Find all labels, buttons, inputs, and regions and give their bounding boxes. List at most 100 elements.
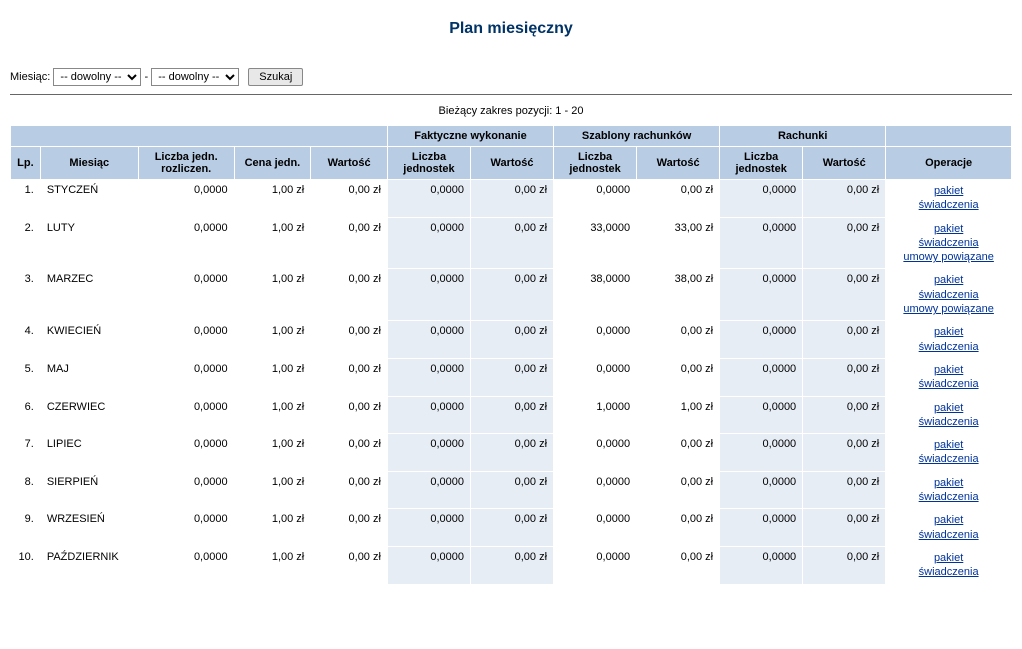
operation-link[interactable]: świadczenia bbox=[892, 528, 1005, 542]
cell-szab-wartosc: 0,00 zł bbox=[637, 546, 720, 584]
cell-rach-liczba: 0,0000 bbox=[720, 358, 803, 396]
operation-link[interactable]: świadczenia bbox=[892, 452, 1005, 466]
cell-szab-liczba: 0,0000 bbox=[554, 434, 637, 472]
cell-cena-jedn: 1,00 zł bbox=[234, 180, 311, 218]
cell-rach-liczba: 0,0000 bbox=[720, 546, 803, 584]
operation-link[interactable]: świadczenia bbox=[892, 415, 1005, 429]
cell-fakt-liczba: 0,0000 bbox=[387, 180, 470, 218]
cell-liczba-jedn-rozliczen: 0,0000 bbox=[138, 269, 234, 321]
cell-szab-wartosc: 0,00 zł bbox=[637, 434, 720, 472]
header-fakt-wartosc: Wartość bbox=[470, 147, 553, 180]
cell-operacje: pakietświadczenia bbox=[886, 358, 1012, 396]
cell-fakt-liczba: 0,0000 bbox=[387, 471, 470, 509]
operation-link[interactable]: pakiet bbox=[892, 476, 1005, 490]
header-blank-ops bbox=[886, 126, 1012, 147]
header-szab-liczba: Liczba jednostek bbox=[554, 147, 637, 180]
operation-link[interactable]: świadczenia bbox=[892, 565, 1005, 579]
header-group-faktyczne: Faktyczne wykonanie bbox=[387, 126, 553, 147]
cell-cena-jedn: 1,00 zł bbox=[234, 321, 311, 359]
operation-link[interactable]: pakiet bbox=[892, 184, 1005, 198]
cell-fakt-wartosc: 0,00 zł bbox=[470, 358, 553, 396]
cell-fakt-liczba: 0,0000 bbox=[387, 358, 470, 396]
cell-rach-liczba: 0,0000 bbox=[720, 471, 803, 509]
header-operacje: Operacje bbox=[886, 147, 1012, 180]
cell-fakt-wartosc: 0,00 zł bbox=[470, 217, 553, 269]
operation-link[interactable]: świadczenia bbox=[892, 288, 1005, 302]
cell-lp: 8. bbox=[11, 471, 41, 509]
cell-cena-jedn: 1,00 zł bbox=[234, 396, 311, 434]
cell-rach-liczba: 0,0000 bbox=[720, 321, 803, 359]
operation-link[interactable]: pakiet bbox=[892, 325, 1005, 339]
cell-szab-liczba: 0,0000 bbox=[554, 180, 637, 218]
cell-fakt-liczba: 0,0000 bbox=[387, 321, 470, 359]
header-group-rachunki: Rachunki bbox=[720, 126, 886, 147]
operation-link[interactable]: pakiet bbox=[892, 273, 1005, 287]
cell-fakt-wartosc: 0,00 zł bbox=[470, 269, 553, 321]
cell-szab-wartosc: 1,00 zł bbox=[637, 396, 720, 434]
header-cena-jedn: Cena jedn. bbox=[234, 147, 311, 180]
operation-link[interactable]: umowy powiązane bbox=[892, 250, 1005, 264]
month-from-select[interactable]: -- dowolny -- bbox=[53, 68, 141, 86]
cell-operacje: pakietświadczenia bbox=[886, 509, 1012, 547]
operation-link[interactable]: świadczenia bbox=[892, 377, 1005, 391]
cell-wartosc: 0,00 zł bbox=[311, 396, 388, 434]
cell-wartosc: 0,00 zł bbox=[311, 546, 388, 584]
cell-szab-wartosc: 0,00 zł bbox=[637, 509, 720, 547]
cell-operacje: pakietświadczenia bbox=[886, 396, 1012, 434]
cell-rach-liczba: 0,0000 bbox=[720, 509, 803, 547]
cell-operacje: pakietświadczenia bbox=[886, 434, 1012, 472]
operation-link[interactable]: pakiet bbox=[892, 438, 1005, 452]
cell-cena-jedn: 1,00 zł bbox=[234, 546, 311, 584]
operation-link[interactable]: pakiet bbox=[892, 551, 1005, 565]
operation-link[interactable]: umowy powiązane bbox=[892, 302, 1005, 316]
operation-link[interactable]: świadczenia bbox=[892, 236, 1005, 250]
cell-rach-wartosc: 0,00 zł bbox=[803, 358, 886, 396]
cell-szab-wartosc: 33,00 zł bbox=[637, 217, 720, 269]
header-lp: Lp. bbox=[11, 147, 41, 180]
cell-wartosc: 0,00 zł bbox=[311, 358, 388, 396]
operation-link[interactable]: pakiet bbox=[892, 513, 1005, 527]
cell-lp: 1. bbox=[11, 180, 41, 218]
cell-month: MARZEC bbox=[40, 269, 138, 321]
operation-link[interactable]: świadczenia bbox=[892, 340, 1005, 354]
cell-szab-liczba: 0,0000 bbox=[554, 546, 637, 584]
cell-lp: 2. bbox=[11, 217, 41, 269]
header-blank-group bbox=[11, 126, 388, 147]
cell-szab-liczba: 1,0000 bbox=[554, 396, 637, 434]
page-title: Plan miesięczny bbox=[10, 20, 1012, 38]
cell-szab-liczba: 33,0000 bbox=[554, 217, 637, 269]
cell-szab-wartosc: 0,00 zł bbox=[637, 358, 720, 396]
cell-liczba-jedn-rozliczen: 0,0000 bbox=[138, 358, 234, 396]
operation-link[interactable]: pakiet bbox=[892, 222, 1005, 236]
table-body: 1.STYCZEŃ0,00001,00 zł0,00 zł0,00000,00 … bbox=[11, 180, 1012, 585]
cell-szab-liczba: 38,0000 bbox=[554, 269, 637, 321]
cell-rach-liczba: 0,0000 bbox=[720, 217, 803, 269]
operation-link[interactable]: pakiet bbox=[892, 401, 1005, 415]
header-fakt-liczba: Liczba jednostek bbox=[387, 147, 470, 180]
table-row: 10.PAŹDZIERNIK0,00001,00 zł0,00 zł0,0000… bbox=[11, 546, 1012, 584]
cell-fakt-liczba: 0,0000 bbox=[387, 546, 470, 584]
month-to-select[interactable]: -- dowolny -- bbox=[151, 68, 239, 86]
cell-fakt-wartosc: 0,00 zł bbox=[470, 434, 553, 472]
cell-cena-jedn: 1,00 zł bbox=[234, 217, 311, 269]
cell-fakt-wartosc: 0,00 zł bbox=[470, 396, 553, 434]
cell-cena-jedn: 1,00 zł bbox=[234, 509, 311, 547]
cell-lp: 6. bbox=[11, 396, 41, 434]
cell-liczba-jedn-rozliczen: 0,0000 bbox=[138, 434, 234, 472]
operation-link[interactable]: pakiet bbox=[892, 363, 1005, 377]
search-button[interactable]: Szukaj bbox=[248, 68, 303, 86]
cell-rach-liczba: 0,0000 bbox=[720, 180, 803, 218]
cell-month: SIERPIEŃ bbox=[40, 471, 138, 509]
table-row: 4.KWIECIEŃ0,00001,00 zł0,00 zł0,00000,00… bbox=[11, 321, 1012, 359]
cell-lp: 5. bbox=[11, 358, 41, 396]
cell-wartosc: 0,00 zł bbox=[311, 321, 388, 359]
operation-link[interactable]: świadczenia bbox=[892, 198, 1005, 212]
cell-wartosc: 0,00 zł bbox=[311, 217, 388, 269]
cell-operacje: pakietświadczenia bbox=[886, 321, 1012, 359]
cell-fakt-liczba: 0,0000 bbox=[387, 269, 470, 321]
header-szab-wartosc: Wartość bbox=[637, 147, 720, 180]
cell-rach-wartosc: 0,00 zł bbox=[803, 396, 886, 434]
operation-link[interactable]: świadczenia bbox=[892, 490, 1005, 504]
cell-fakt-liczba: 0,0000 bbox=[387, 396, 470, 434]
cell-szab-wartosc: 0,00 zł bbox=[637, 180, 720, 218]
